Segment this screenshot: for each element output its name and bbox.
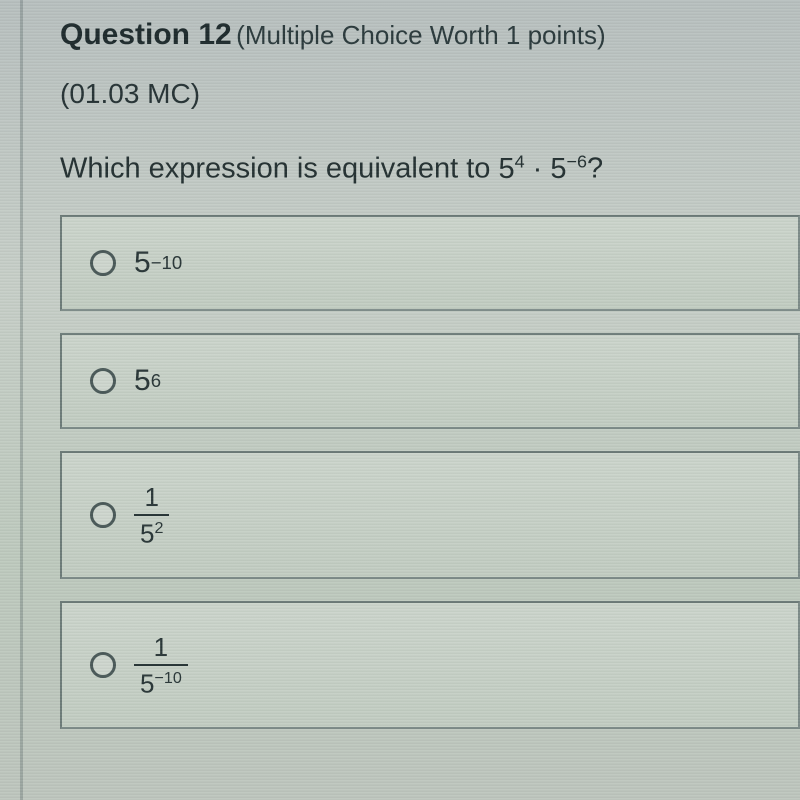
question-points: (Multiple Choice Worth 1 points) <box>236 20 605 50</box>
question-header: Question 12 (Multiple Choice Worth 1 poi… <box>60 18 800 52</box>
choice-B-expression: 56 <box>134 364 161 398</box>
stem-prefix: Which expression is equivalent to <box>60 153 498 185</box>
left-margin-rule <box>20 0 23 800</box>
choice-A[interactable]: 5−10 <box>60 215 800 311</box>
question-content: Question 12 (Multiple Choice Worth 1 poi… <box>60 18 800 729</box>
radio-icon[interactable] <box>90 502 116 528</box>
radio-icon[interactable] <box>90 368 116 394</box>
fraction: 1 5−10 <box>134 634 188 697</box>
choice-C[interactable]: 1 52 <box>60 451 800 579</box>
quiz-question-panel: Question 12 (Multiple Choice Worth 1 poi… <box>0 0 800 800</box>
radio-icon[interactable] <box>90 652 116 678</box>
stem-suffix: ? <box>587 153 603 185</box>
choice-C-expression: 1 52 <box>134 484 169 547</box>
choice-D[interactable]: 1 5−10 <box>60 601 800 729</box>
question-stem: Which expression is equivalent to 54 · 5… <box>60 150 800 187</box>
answer-choices: 5−10 56 1 52 <box>60 215 800 729</box>
question-number: Question 12 <box>60 18 232 51</box>
question-code: (01.03 MC) <box>60 78 800 110</box>
choice-D-expression: 1 5−10 <box>134 634 188 697</box>
fraction: 1 52 <box>134 484 169 547</box>
choice-B[interactable]: 56 <box>60 333 800 429</box>
choice-A-expression: 5−10 <box>134 246 182 280</box>
radio-icon[interactable] <box>90 250 116 276</box>
stem-expression: 54 · 5−6 <box>498 153 587 185</box>
